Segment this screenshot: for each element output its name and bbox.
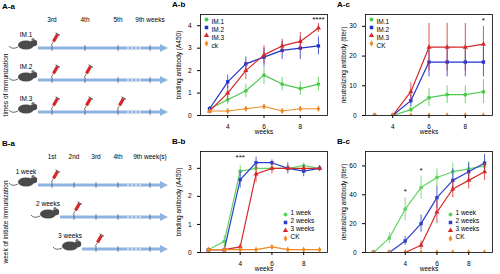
svg-text:***: ***	[236, 153, 245, 162]
svg-text:1: 1	[188, 89, 192, 96]
svg-text:****: ****	[312, 15, 324, 24]
svg-text:10: 10	[349, 82, 357, 89]
svg-text:B-a: B-a	[2, 139, 15, 148]
svg-text:IM.1: IM.1	[20, 31, 33, 38]
svg-text:3 weeks: 3 weeks	[291, 225, 316, 232]
svg-text:8: 8	[302, 260, 306, 267]
svg-text:30: 30	[349, 22, 357, 29]
svg-text:neutralizing antibody (titer): neutralizing antibody (titer)	[340, 27, 348, 104]
svg-text:weeks: weeks	[254, 265, 274, 272]
svg-text:8: 8	[467, 260, 471, 267]
svg-text:binding antibody (A450): binding antibody (A450)	[175, 31, 183, 100]
svg-text:weeks: weeks	[419, 265, 439, 272]
svg-text:4: 4	[226, 123, 230, 130]
svg-text:60: 60	[349, 162, 357, 169]
svg-text:weeks: weeks	[419, 128, 439, 135]
svg-text:4: 4	[238, 260, 242, 267]
svg-text:*: *	[482, 16, 485, 25]
svg-text:week of initiate immunization: week of initiate immunization	[2, 180, 9, 264]
svg-text:9th weeks: 9th weeks	[135, 16, 165, 23]
svg-text:4th: 4th	[113, 153, 122, 160]
svg-text:2 weeks: 2 weeks	[456, 217, 481, 224]
svg-text:4: 4	[188, 22, 192, 29]
svg-text:CK: CK	[291, 233, 301, 240]
svg-text:2: 2	[188, 192, 192, 199]
svg-text:4th: 4th	[80, 16, 89, 23]
svg-text:CK: CK	[456, 233, 466, 240]
svg-text:CK: CK	[377, 42, 387, 49]
svg-text:IM.3: IM.3	[377, 34, 390, 41]
svg-text:IM.3: IM.3	[212, 34, 225, 41]
svg-text:1 week: 1 week	[456, 209, 477, 216]
svg-text:IM.2: IM.2	[20, 63, 33, 70]
svg-text:2: 2	[188, 67, 192, 74]
svg-text:5th: 5th	[113, 16, 122, 23]
svg-text:3 weeks: 3 weeks	[456, 225, 481, 232]
svg-text:IM.1: IM.1	[377, 18, 390, 25]
svg-text:40: 40	[349, 191, 357, 198]
svg-text:IM.3: IM.3	[20, 95, 33, 102]
svg-text:*: *	[404, 187, 407, 196]
svg-text:0: 0	[353, 249, 357, 256]
svg-text:0: 0	[188, 249, 192, 256]
svg-text:times of immunization: times of immunization	[2, 53, 9, 116]
svg-text:1: 1	[188, 221, 192, 228]
svg-text:1 week: 1 week	[16, 168, 37, 175]
html-text:A-c: A-c	[337, 0, 350, 9]
svg-text:0: 0	[353, 112, 357, 119]
svg-text:2 weeks: 2 weeks	[291, 217, 316, 224]
svg-text:8: 8	[463, 123, 467, 130]
svg-text:9th week(s): 9th week(s)	[133, 153, 167, 161]
svg-text:4: 4	[403, 260, 407, 267]
svg-text:ck: ck	[212, 42, 219, 49]
svg-text:IM.1: IM.1	[212, 18, 225, 25]
svg-text:2nd: 2nd	[69, 153, 80, 160]
svg-text:2 weeks: 2 weeks	[36, 200, 61, 207]
svg-text:A-a: A-a	[2, 2, 15, 11]
svg-text:8: 8	[298, 123, 302, 130]
svg-text:3: 3	[188, 44, 192, 51]
svg-text:20: 20	[349, 52, 357, 59]
svg-text:4: 4	[391, 123, 395, 130]
svg-text:IM.2: IM.2	[377, 26, 390, 33]
svg-text:3 weeks: 3 weeks	[58, 232, 83, 239]
html-text:A-b: A-b	[172, 0, 186, 9]
svg-text:20: 20	[349, 220, 357, 227]
svg-text:*: *	[420, 166, 423, 175]
html-text:B-b: B-b	[172, 137, 186, 146]
svg-text:3rd: 3rd	[47, 16, 57, 23]
svg-text:1st: 1st	[48, 153, 57, 160]
svg-text:neutralizing antibody (titer): neutralizing antibody (titer)	[340, 164, 348, 241]
svg-text:3: 3	[188, 164, 192, 171]
svg-text:weeks: weeks	[254, 128, 274, 135]
svg-text:binding antibody (A450): binding antibody (A450)	[175, 168, 183, 237]
html-text:B-c: B-c	[337, 137, 350, 146]
svg-text:IM.2: IM.2	[212, 26, 225, 33]
svg-text:0: 0	[188, 112, 192, 119]
svg-text:3rd: 3rd	[91, 153, 101, 160]
svg-text:1 week: 1 week	[291, 209, 312, 216]
